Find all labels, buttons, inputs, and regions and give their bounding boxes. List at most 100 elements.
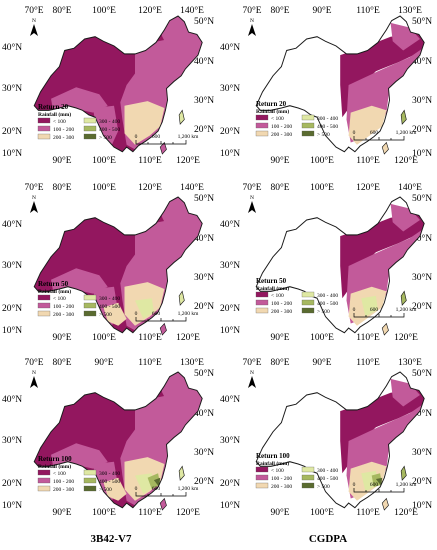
left-latitude-label: 40°N: [2, 42, 22, 53]
map-panel: 70°E 80°E 90°E 110°E 130°E 90°E 100°E 110°E 120°…: [220, 5, 432, 166]
china-rainfall-map: [33, 196, 203, 336]
bottom-longitude-label: 120°E: [394, 332, 418, 343]
legend-item-label: 300 - 400: [317, 293, 338, 299]
map-panel: 70°E 80°E 100°E 120°E 140°E 90°E 100°E 110°E 120…: [2, 182, 214, 343]
legend-swatch: [301, 466, 315, 473]
legend-swatch: [255, 299, 269, 306]
china-outline: [255, 196, 425, 334]
left-latitude-label: 10°N: [220, 325, 240, 336]
legend-item-label: 300 - 400: [317, 468, 338, 474]
bottom-longitude-label: 90°E: [52, 507, 71, 518]
top-longitude-label: 80°E: [270, 357, 289, 368]
top-longitude-label: 80°E: [52, 5, 71, 16]
left-latitude-label: 30°N: [2, 435, 22, 446]
top-longitude-label: 130°E: [180, 357, 204, 368]
scale-bar-line: [135, 140, 187, 145]
legend-swatch: [83, 125, 97, 132]
bottom-longitude-label: 90°E: [270, 507, 289, 518]
top-longitude-label: 80°E: [270, 5, 289, 16]
china-outline: [255, 371, 425, 509]
legend-item-label: 400 - 500: [99, 479, 120, 485]
legend-item-label: > 500: [99, 312, 112, 318]
left-latitude-label: 30°N: [220, 260, 240, 271]
legend-item-label: 200 - 300: [53, 135, 74, 141]
scale-bar: 0 600 1,200 km: [353, 307, 418, 318]
legend-swatch: [301, 307, 315, 314]
legend-swatch: [301, 291, 315, 298]
legend-item-label: 200 - 300: [53, 312, 74, 318]
legend-swatch: [37, 469, 51, 476]
legend-swatch: [301, 130, 315, 137]
top-longitude-label: 140°E: [180, 182, 204, 193]
rainfall-zone: [340, 213, 425, 299]
legend-item-label: 300 - 400: [99, 296, 120, 302]
left-latitude-label: 10°N: [2, 500, 22, 511]
rainfall-zone: [390, 378, 420, 407]
legend-title: Rainfall (mm): [38, 111, 71, 118]
left-latitude-label: 30°N: [220, 435, 240, 446]
taiwan-island: [400, 290, 407, 306]
scale-bar-line: [353, 488, 405, 493]
right-latitude-label: 30°N: [412, 272, 432, 283]
hainan-island: [159, 322, 167, 336]
legend-title: Rainfall (mm): [256, 285, 289, 292]
north-arrow-label: N: [32, 18, 36, 24]
legend-swatch: [83, 294, 97, 301]
scale-bar-label: 0: [353, 482, 356, 488]
top-longitude-label: 80°E: [52, 182, 71, 193]
bottom-longitude-label: 120°E: [176, 155, 200, 166]
scale-bar-label: 600: [152, 311, 161, 317]
left-latitude-label: 20°N: [220, 478, 240, 489]
legend-swatch: [37, 133, 51, 140]
legend-title: Rainfall (mm): [256, 460, 289, 467]
legend-swatch: [255, 122, 269, 129]
bottom-longitude-label: 110°E: [138, 155, 162, 166]
rainfall-zone: [103, 302, 127, 326]
legend-swatch: [37, 302, 51, 309]
map-panel: 70°E 80°E 100°E 120°E 140°E 90°E 100°E 110°E 120…: [2, 5, 214, 166]
top-longitude-label: 70°E: [24, 357, 43, 368]
taiwan-island: [178, 290, 185, 306]
top-longitude-label: 110°E: [356, 357, 380, 368]
top-longitude-label: 90°E: [312, 357, 331, 368]
north-arrow-icon: N: [30, 370, 38, 388]
north-arrow-icon: N: [248, 195, 256, 213]
scale-bar-line: [135, 317, 187, 322]
legend-item-label: 100 - 200: [271, 124, 292, 130]
top-longitude-label: 140°E: [398, 182, 422, 193]
scale-bar-label: 0: [135, 134, 138, 140]
legend-item-label: 400 - 500: [317, 301, 338, 307]
legend-item-label: < 100: [53, 119, 66, 125]
legend-item-label: < 100: [271, 468, 284, 474]
right-latitude-label: 40°N: [412, 233, 432, 244]
rainfall-zone: [135, 298, 154, 319]
legend-swatch: [301, 299, 315, 306]
bottom-longitude-label: 100°E: [310, 155, 334, 166]
scale-bar-label: 600: [152, 486, 161, 492]
scale-bar-label: 1,200 km: [396, 307, 418, 313]
return-period-label: Return 20: [38, 103, 69, 111]
right-latitude-label: 50°N: [412, 368, 432, 379]
rainfall-zone: [340, 388, 425, 474]
bottom-longitude-label: 110°E: [138, 507, 162, 518]
left-latitude-label: 40°N: [2, 394, 22, 405]
north-arrow-shape: [30, 376, 38, 388]
scale-bar-label: 1,200 km: [178, 311, 200, 317]
map-panel: 70°E 80°E 100°E 120°E 140°E 90°E 100°E 110°E 120…: [220, 182, 432, 343]
legend-item-label: > 500: [99, 487, 112, 493]
legend-item-label: 100 - 200: [53, 479, 74, 485]
top-longitude-label: 70°E: [242, 5, 261, 16]
bottom-longitude-label: 90°E: [270, 155, 289, 166]
legend-title: Rainfall (mm): [38, 288, 71, 295]
scale-bar-line: [353, 136, 405, 141]
right-latitude-label: 20°N: [194, 301, 214, 312]
top-longitude-label: 120°E: [138, 182, 162, 193]
legend-item-label: 400 - 500: [99, 304, 120, 310]
right-latitude-label: 50°N: [412, 193, 432, 204]
legend-item-label: > 500: [317, 309, 330, 315]
north-arrow-label: N: [32, 195, 36, 201]
legend-item-label: 200 - 300: [271, 132, 292, 138]
